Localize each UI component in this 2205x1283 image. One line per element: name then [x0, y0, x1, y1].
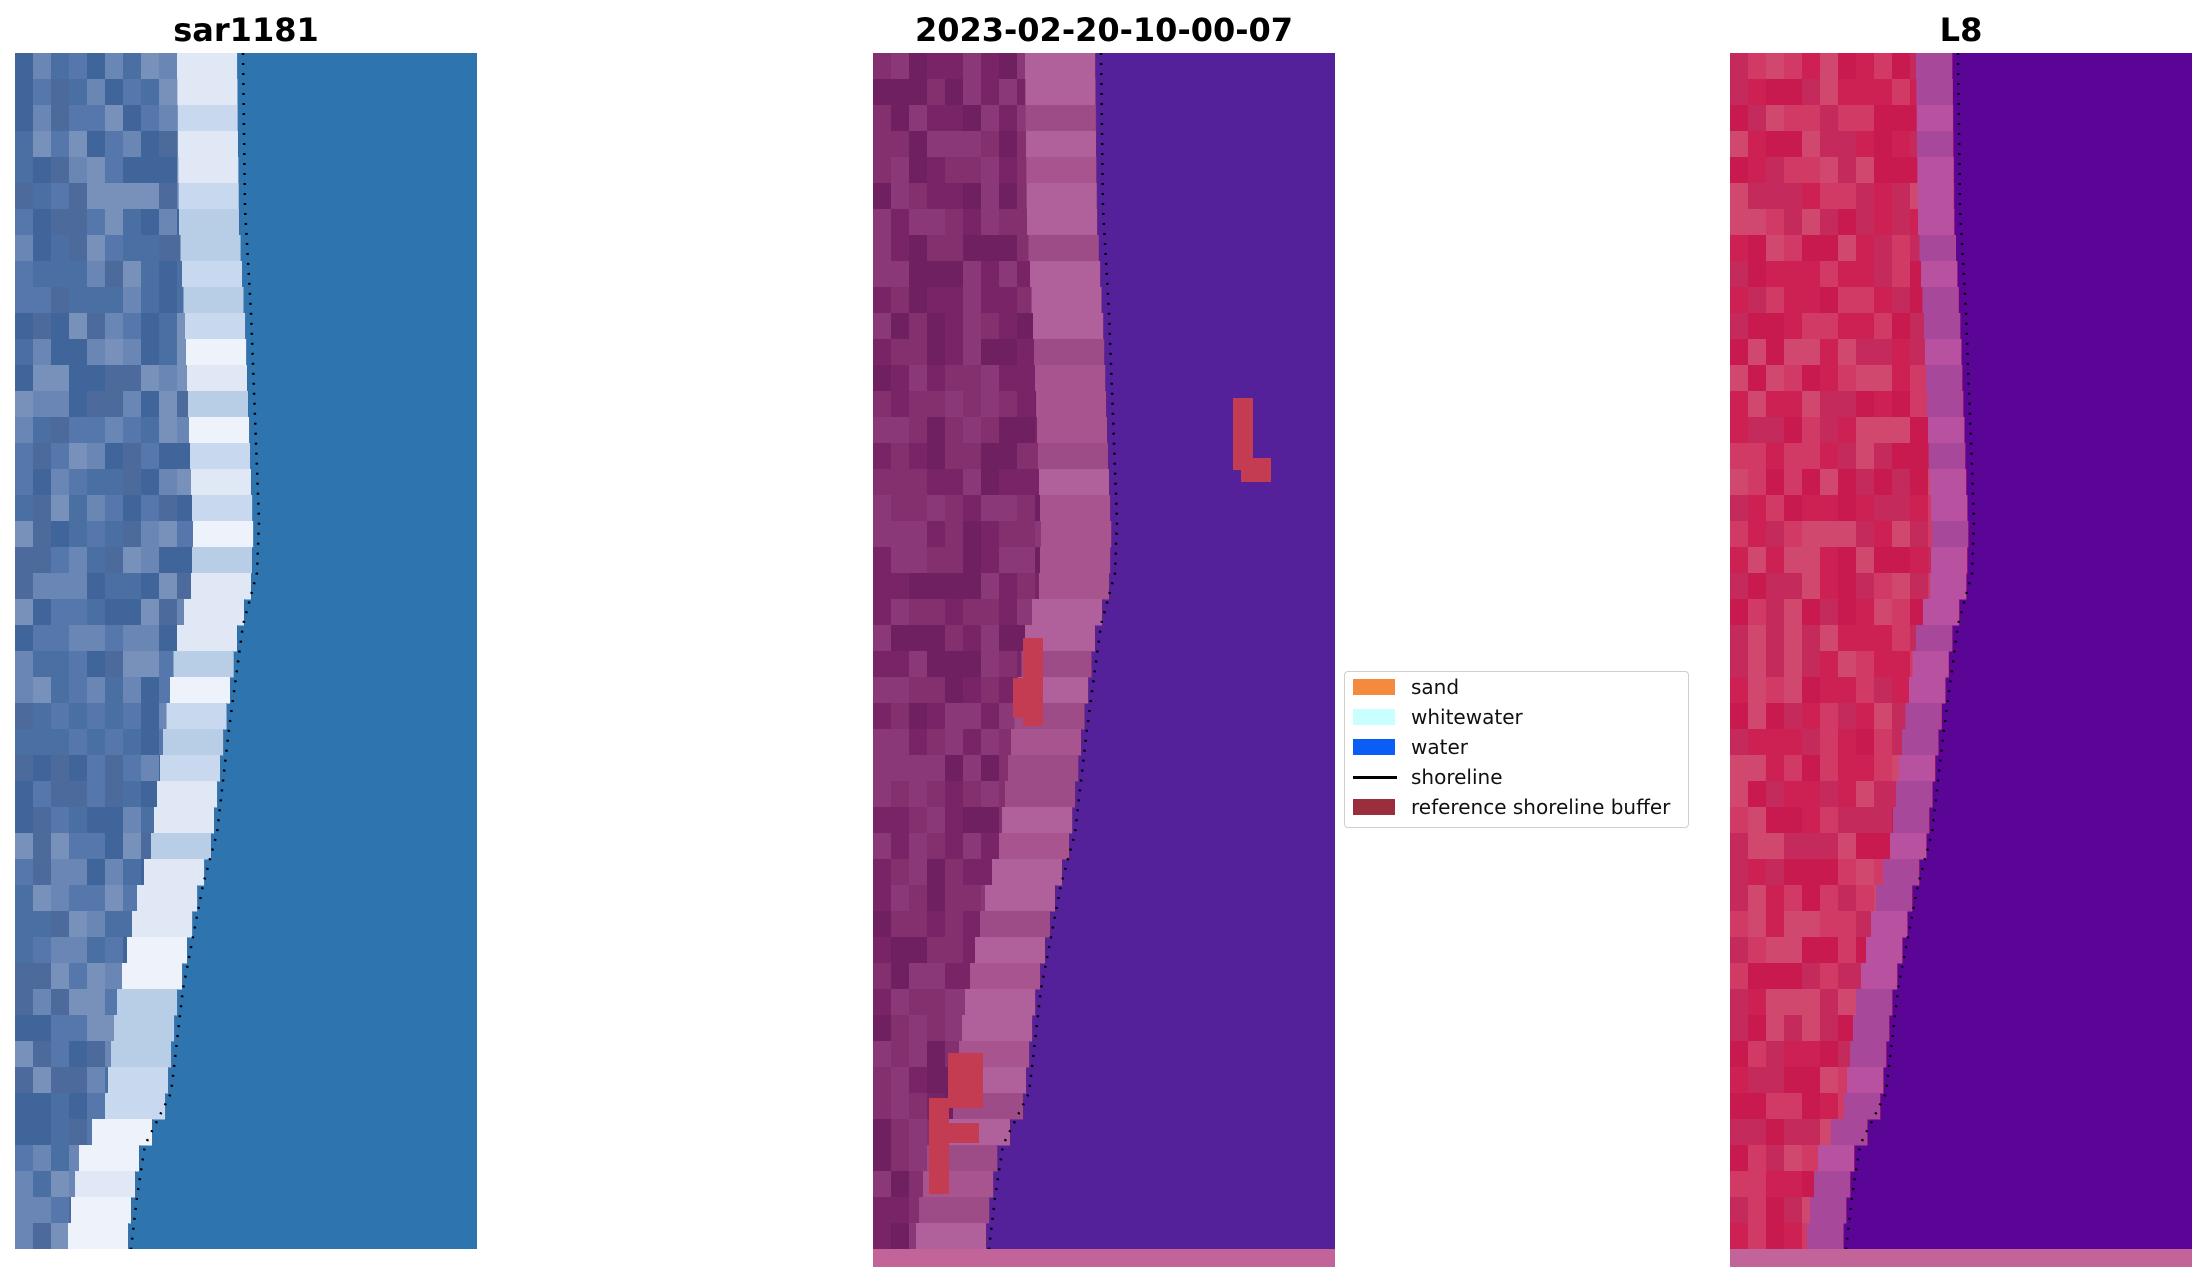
legend: sand whitewater water shoreline referenc… [1344, 671, 1689, 828]
panel-title-classification: 2023-02-20-10-00-07 [914, 11, 1294, 49]
water-swatch [1353, 739, 1395, 755]
shoreline-trace [129, 53, 261, 1249]
index-image [1730, 53, 2192, 1267]
panel-title-index: L8 [1939, 11, 1983, 49]
reference-buffer-patch [1233, 398, 1253, 470]
shoreline-trace [1844, 53, 1976, 1250]
shoreline-line-swatch [1353, 775, 1397, 779]
legend-item-sand: sand [1353, 673, 1459, 701]
legend-item-reference-buffer: reference shoreline buffer [1353, 793, 1670, 821]
reference-buffer-patch [948, 1053, 983, 1108]
classification-image [873, 53, 1335, 1267]
sand-swatch [1353, 679, 1395, 695]
reference-buffer-patch [1241, 458, 1271, 482]
legend-item-shoreline: shoreline [1353, 763, 1503, 791]
reference-buffer-patch [929, 1098, 949, 1194]
reference-buffer-patch [949, 1123, 979, 1143]
legend-label: sand [1411, 675, 1460, 699]
legend-item-water: water [1353, 733, 1468, 761]
index-image-panel [1730, 53, 2192, 1267]
panel-title-rgb: sar1181 [173, 11, 319, 49]
rgb-image-panel [15, 53, 477, 1249]
legend-label: whitewater [1411, 705, 1523, 729]
legend-label: shoreline [1411, 765, 1503, 789]
reference-buffer-swatch [1353, 799, 1395, 815]
shoreline-trace [987, 53, 1119, 1250]
legend-item-whitewater: whitewater [1353, 703, 1523, 731]
legend-label: water [1411, 735, 1468, 759]
legend-label: reference shoreline buffer [1411, 795, 1671, 819]
whitewater-swatch [1353, 709, 1395, 725]
reference-buffer-patch [1013, 678, 1043, 718]
rgb-image [15, 53, 477, 1249]
classification-image-panel [873, 53, 1335, 1267]
